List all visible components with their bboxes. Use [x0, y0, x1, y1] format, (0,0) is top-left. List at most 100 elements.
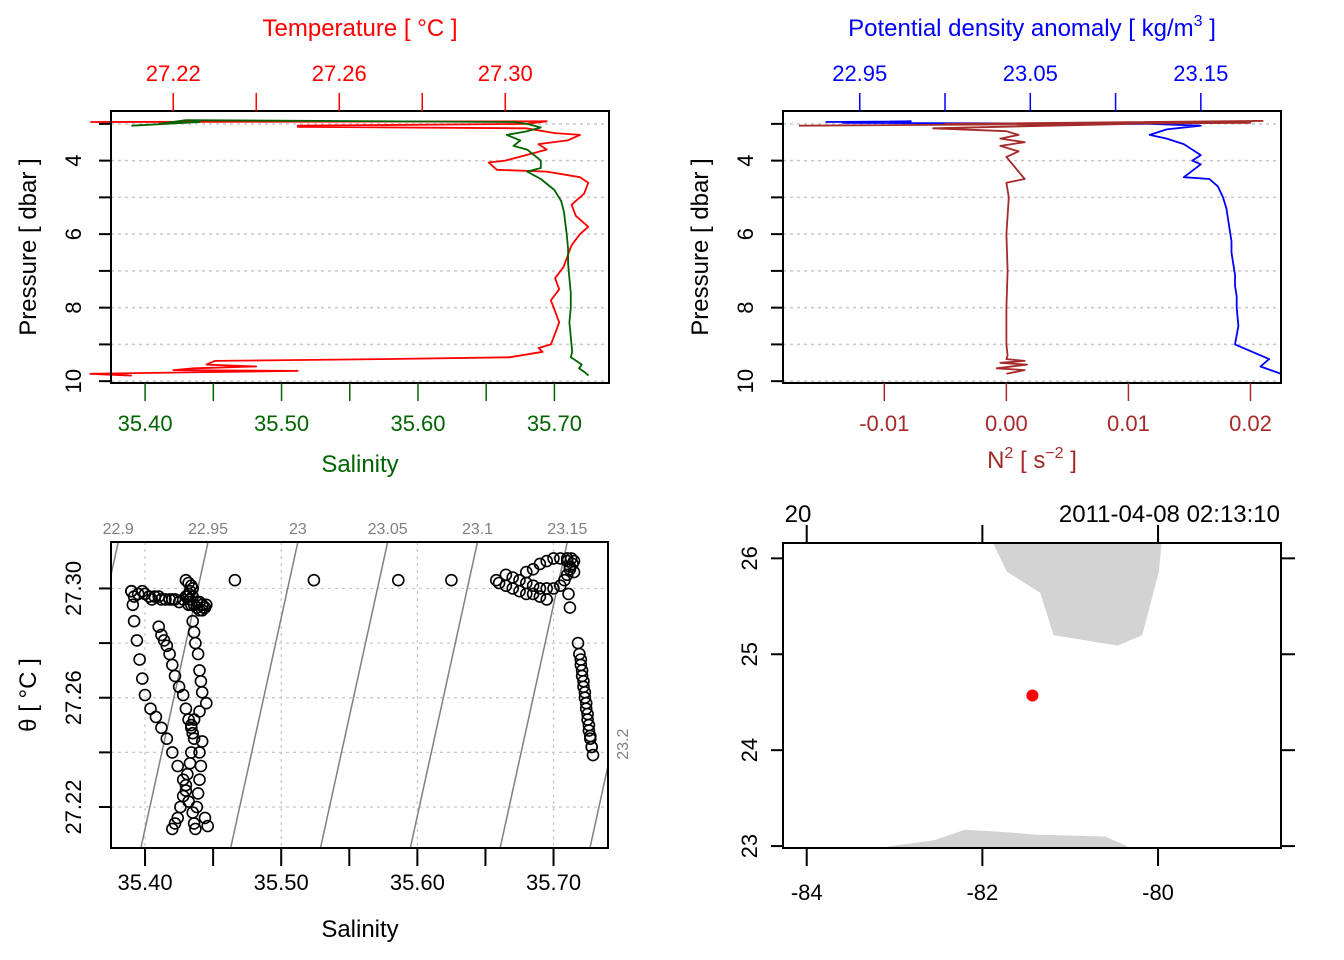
isopycnal-label: 23: [289, 521, 307, 538]
series-line-salinity: [131, 119, 590, 377]
ts-point: [179, 702, 193, 716]
ts-point: [190, 800, 204, 814]
land-florida: [992, 543, 1162, 646]
n2-title-unit: [ s: [1013, 447, 1045, 474]
ts-point: [166, 822, 179, 836]
y-tick-label: 4: [733, 154, 758, 166]
ts-point: [533, 590, 547, 603]
ts-point: [567, 565, 581, 579]
ts-point: [499, 579, 513, 593]
ts-point: [564, 552, 578, 565]
y-tick-label: 6: [61, 228, 86, 240]
ts-point: [547, 552, 560, 565]
top-tick-label: 27.26: [312, 61, 367, 86]
temperature-axis-title: Temperature [ °C ]: [263, 15, 458, 42]
ts-point: [126, 598, 140, 612]
ts-diagram-panel: 22.9 22.95 23 23.05 23.1 23.15 23.2 35.40 35.50…: [15, 521, 632, 943]
pressure-axis: 4 6 8 10: [61, 122, 111, 393]
ts-point: [171, 759, 184, 773]
ts-point: [191, 647, 205, 661]
ts-point: [176, 688, 190, 702]
isopycnal-label: 23.05: [368, 521, 408, 538]
series-line-potential-density-anomaly: [825, 120, 1282, 375]
theta-axis-title: θ [ °C ]: [15, 658, 42, 732]
station-marker[interactable]: [1026, 689, 1039, 702]
lat-tick-label: 23: [737, 834, 762, 858]
bottom-tick-label: 35.40: [118, 411, 173, 436]
ts-points: [125, 552, 600, 836]
series-line-n2: [798, 120, 1264, 375]
y-tick-label: 8: [733, 302, 758, 314]
ts-point: [513, 584, 526, 598]
ts-point: [125, 584, 138, 598]
bottom-tick-label: -0.01: [859, 411, 909, 436]
ts-point: [586, 748, 600, 762]
y-tick-label: 27.26: [61, 670, 86, 725]
isopycnal-line: [319, 542, 389, 848]
ts-point: [189, 822, 202, 836]
ts-point: [168, 669, 182, 683]
pressure-axis-title-2: Pressure [ dbar ]: [687, 158, 714, 335]
ts-point: [519, 587, 533, 601]
map-frame: [782, 542, 1282, 849]
ts-point: [187, 817, 201, 830]
ts-point: [191, 787, 205, 800]
y-tick-label: 27.22: [61, 779, 86, 834]
ts-point: [585, 740, 599, 754]
ts-point: [489, 573, 503, 587]
top-tick-label: 27.30: [478, 61, 533, 86]
ts-profile-panel: 27.22 27.26 27.30 35.40 35.50 35.60 35.70 4 6 8…: [15, 15, 610, 478]
ts-point: [506, 582, 520, 595]
x-tick-label: 35.40: [118, 870, 173, 895]
n2-title-main: N: [987, 447, 1004, 474]
ts-point: [307, 573, 321, 587]
lon-tick-label: -84: [791, 880, 823, 905]
ts-point: [194, 759, 208, 773]
ts-point: [547, 582, 560, 595]
ts-point: [166, 658, 179, 672]
ts-point: [160, 639, 174, 653]
x-tick-label: 35.60: [390, 870, 445, 895]
ts-point: [186, 726, 199, 740]
ts-point: [533, 557, 547, 571]
bottom-tick-label: 0.02: [1229, 411, 1272, 436]
ts-point: [194, 674, 208, 688]
lon-tick-label: -82: [966, 880, 998, 905]
ts-point: [563, 601, 577, 614]
ts-point: [228, 573, 242, 587]
ts-point: [187, 625, 201, 639]
isopycnal-label: 23.1: [462, 521, 493, 538]
ts-point: [186, 614, 199, 628]
ts-point: [391, 573, 405, 587]
ts-point: [519, 565, 533, 579]
ts-point: [198, 601, 212, 614]
ts-point: [445, 573, 458, 587]
isopycnal-label: 23.15: [547, 521, 587, 538]
ts-point: [149, 710, 163, 724]
lat-tick-label: 25: [737, 642, 762, 666]
bottom-tick-label: 0.00: [985, 411, 1028, 436]
ts-profile-grid: [111, 123, 609, 382]
density-title-main: Potential density anomaly [ kg/m: [848, 15, 1194, 42]
y-tick-label: 6: [733, 228, 758, 240]
ts-point: [195, 735, 209, 748]
x-tick-label: 35.70: [526, 870, 581, 895]
land-cuba: [877, 829, 1128, 848]
ts-salinity-axis: 35.40 35.50 35.60 35.70: [118, 848, 581, 895]
n2-title-end: ]: [1064, 447, 1077, 474]
ts-point: [183, 593, 197, 606]
density-n2-frame: [782, 110, 1282, 384]
ts-diagram-frame: [110, 541, 609, 849]
top-tick-label: 22.95: [832, 61, 887, 86]
ts-point: [183, 756, 197, 770]
y-tick-label: 8: [61, 302, 86, 314]
pressure-axis-title: Pressure [ dbar ]: [15, 158, 42, 335]
ts-point: [138, 688, 152, 702]
land-polygons: [877, 543, 1162, 848]
series-line-temperature: [89, 120, 590, 377]
ts-point: [582, 724, 596, 737]
ts-point: [136, 672, 149, 685]
ts-point: [526, 579, 540, 593]
bottom-tick-label: 0.01: [1107, 411, 1150, 436]
